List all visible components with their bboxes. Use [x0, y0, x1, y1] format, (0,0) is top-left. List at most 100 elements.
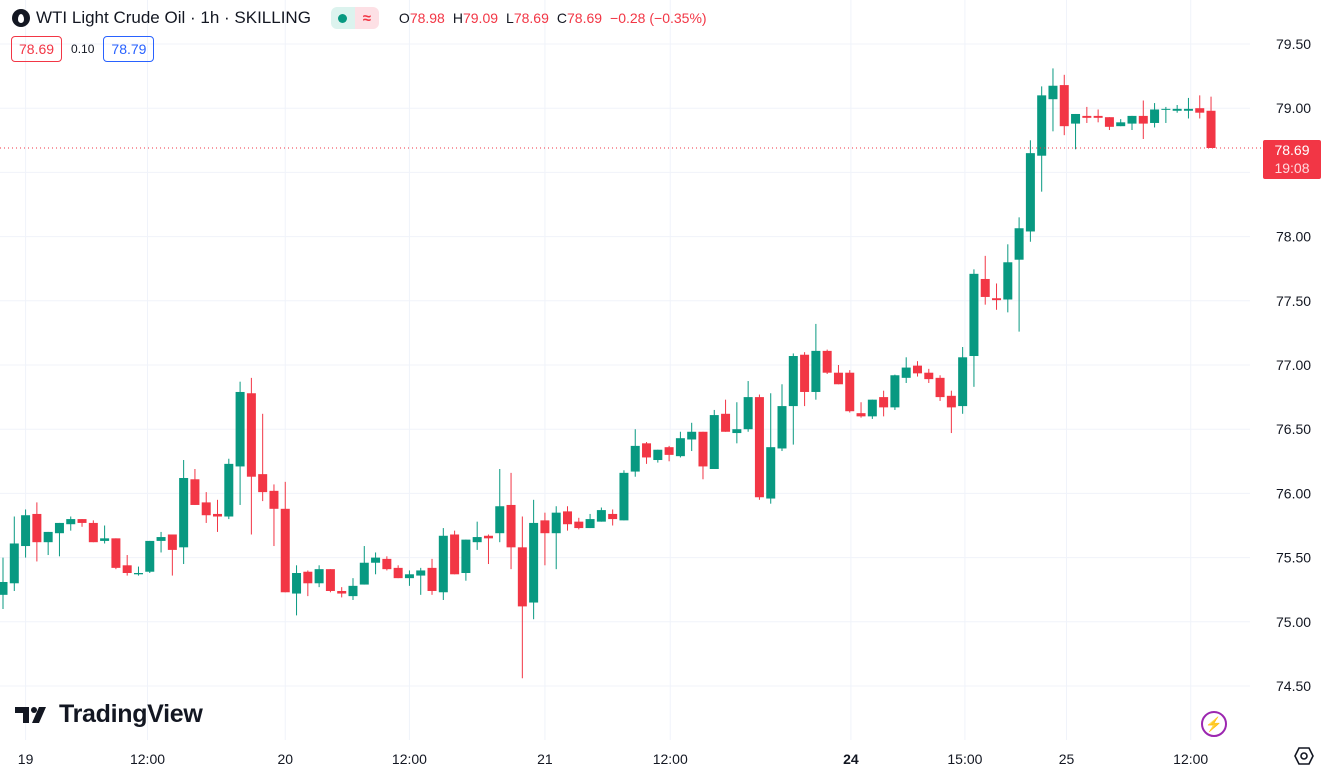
candle-body — [1082, 115, 1092, 118]
candle-body — [721, 413, 731, 432]
candle-down — [833, 365, 843, 385]
candle-body — [371, 557, 381, 563]
time-axis[interactable]: 19 12:00 20 12:00 21 12:00 24 15:00 25 12:00 — [18, 751, 1209, 767]
candle-body — [833, 372, 843, 385]
market-status[interactable]: ≈ — [330, 7, 379, 29]
tradingview-logo[interactable]: TradingView — [15, 700, 203, 729]
open-label: O — [398, 10, 410, 26]
candle-down — [563, 506, 572, 531]
candle-body — [732, 429, 742, 434]
symbol-title[interactable]: WTI Light Crude Oil · 1h · SKILLING — [36, 8, 311, 27]
candle-up — [1003, 244, 1013, 313]
candle-up — [472, 521, 482, 550]
candle-body — [54, 522, 64, 534]
y-tick-label: 77.50 — [1276, 293, 1311, 309]
candle-body — [66, 519, 76, 525]
bar-countdown: 19:08 — [1274, 160, 1310, 176]
candle-body — [246, 393, 256, 477]
candle-up — [630, 429, 640, 477]
candle-body — [314, 569, 324, 584]
candle-body — [122, 565, 132, 574]
candle-down — [822, 349, 832, 374]
candle-up — [743, 381, 753, 432]
candle-down — [337, 587, 347, 598]
candle-body — [325, 569, 335, 591]
settings-gear-icon[interactable] — [1294, 746, 1314, 766]
lightning-icon[interactable]: ⚡ — [1201, 711, 1227, 737]
candle-body — [811, 350, 821, 392]
y-tick-label: 75.50 — [1276, 550, 1311, 566]
candle-up — [653, 449, 663, 463]
candle-down — [201, 492, 211, 523]
buy-button[interactable]: 78.79 — [103, 36, 155, 62]
candle-body — [1071, 113, 1081, 124]
candle-up — [416, 567, 426, 595]
candle-up — [709, 409, 719, 470]
candle-down — [280, 481, 290, 593]
candle-body — [235, 391, 245, 467]
candle-up — [100, 525, 110, 544]
candle-body — [653, 449, 663, 461]
change-value: −0.28 (−0.35%) — [610, 10, 707, 26]
candle-body — [416, 570, 426, 576]
y-tick-label: 79.50 — [1276, 36, 1311, 52]
candle-down — [912, 361, 922, 377]
candle-down — [450, 530, 460, 575]
candle-down — [992, 283, 1002, 310]
candle-up — [66, 516, 76, 531]
candle-body — [890, 375, 900, 408]
candle-down — [1206, 96, 1216, 149]
candle-body — [788, 356, 798, 407]
candle-down — [427, 558, 437, 595]
candle-down — [664, 445, 674, 462]
candle-body — [100, 538, 110, 541]
candle-body — [472, 537, 482, 543]
last-price-value: 78.69 — [1274, 142, 1310, 158]
candle-down — [721, 399, 731, 432]
candle-body — [404, 574, 414, 579]
candle-down — [924, 368, 934, 383]
candle-up — [156, 531, 166, 553]
price-axis[interactable]: 79.50 79.00 78.00 77.50 77.00 76.50 76.00 75.50… — [1276, 36, 1311, 694]
candle-down — [77, 519, 87, 527]
candle-body — [9, 543, 19, 584]
candle-down — [122, 555, 132, 576]
candle-body — [879, 397, 889, 408]
candle-down — [574, 517, 584, 530]
candle-body — [167, 534, 177, 550]
candle-body — [461, 539, 471, 574]
candle-body — [1138, 115, 1148, 124]
candle-down — [856, 402, 866, 418]
candle-body — [1183, 108, 1193, 111]
candle-down — [506, 472, 516, 570]
low-value: 78.69 — [513, 10, 549, 26]
candle-body — [1048, 85, 1058, 100]
candle-down — [303, 570, 313, 597]
candle-body — [280, 508, 290, 593]
candle-down — [325, 569, 335, 593]
logo-text: TradingView — [59, 700, 203, 728]
sell-button[interactable]: 78.69 — [11, 36, 63, 62]
candle-down — [382, 556, 392, 571]
candle-body — [506, 504, 516, 548]
candle-up — [224, 458, 234, 520]
symbol-legend[interactable]: WTI Light Crude Oil · 1h · SKILLING ≈ O 7… — [12, 6, 707, 30]
candle-down — [167, 534, 177, 576]
candle-body — [190, 479, 200, 505]
y-tick-label: 76.00 — [1276, 485, 1311, 501]
candle-up — [732, 402, 742, 444]
candle-up — [675, 431, 685, 458]
x-tick-label: 20 — [277, 751, 293, 767]
candle-body — [438, 535, 448, 593]
candle-down — [1104, 117, 1114, 131]
candle-up — [867, 399, 877, 419]
candle-up — [371, 552, 381, 575]
candle-up — [314, 565, 324, 588]
candle-body — [743, 397, 753, 430]
candle-body — [800, 354, 810, 392]
candle-body — [608, 513, 618, 520]
candle-body — [992, 298, 1002, 301]
candle-down — [1059, 74, 1069, 136]
last-price-tag: 78.69 19:08 — [1263, 140, 1321, 179]
